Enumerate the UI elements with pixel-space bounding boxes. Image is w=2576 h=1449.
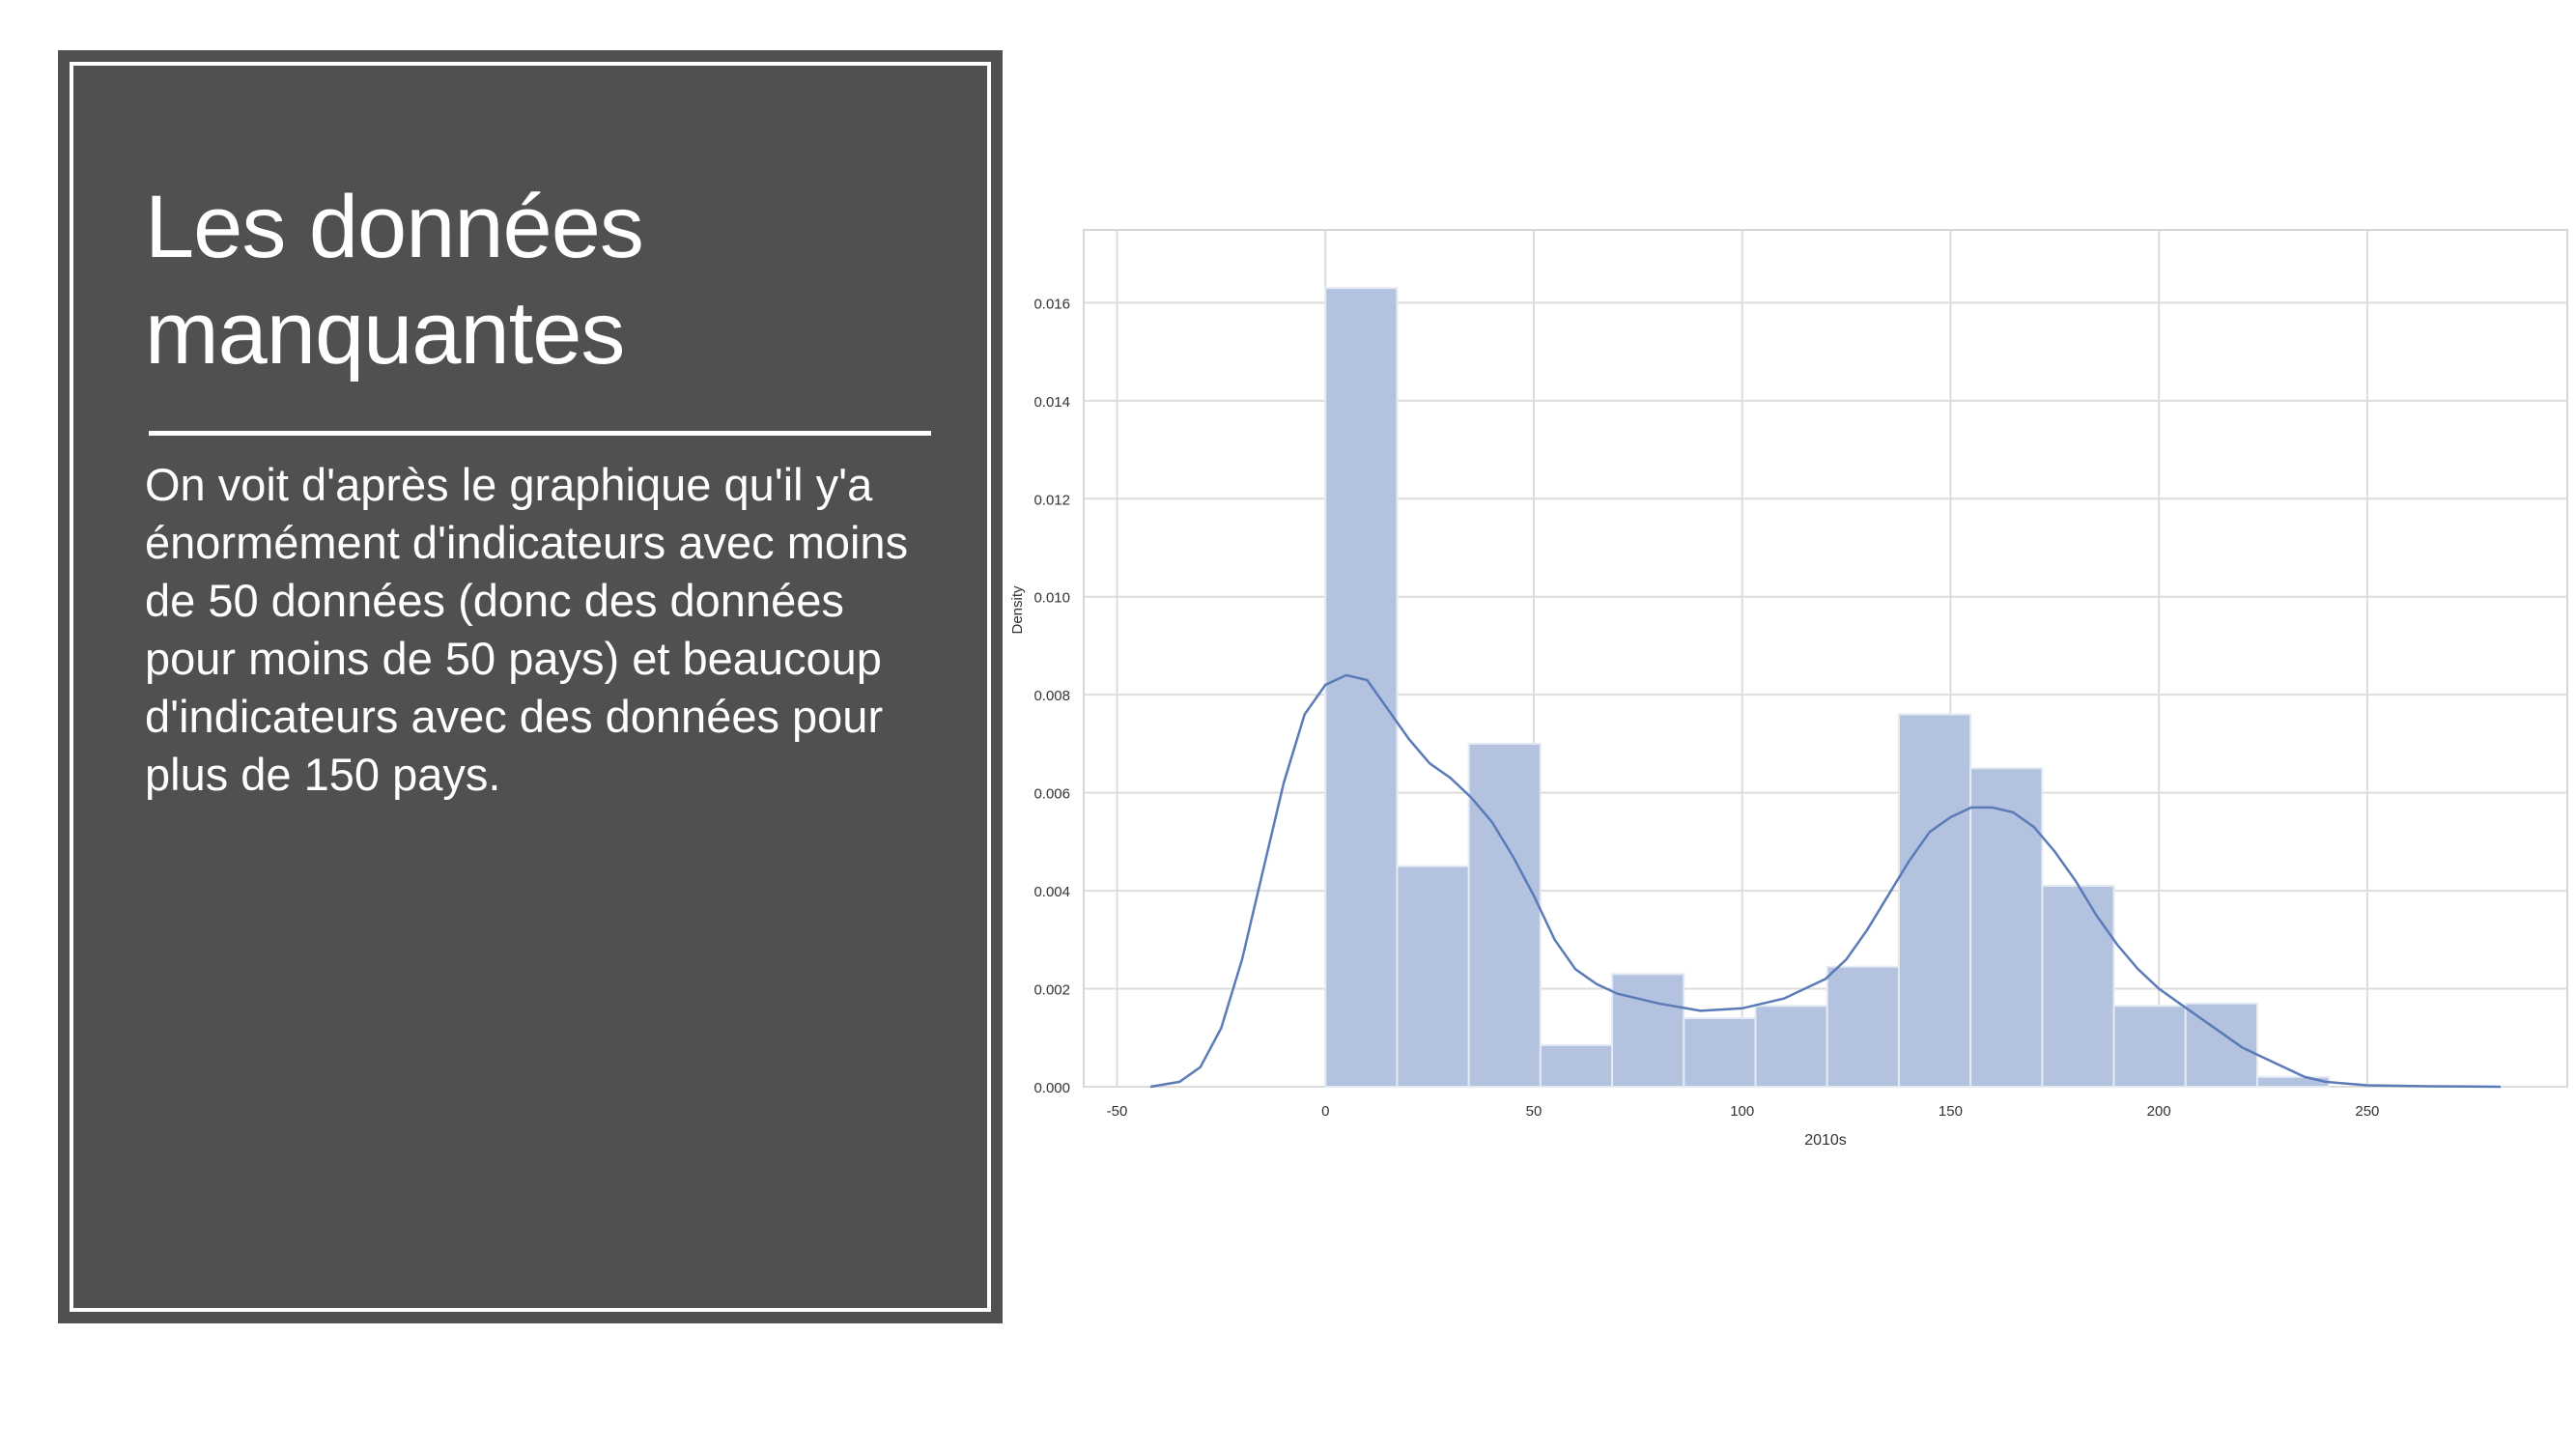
x-tick-label: 50 bbox=[1526, 1103, 1543, 1120]
y-tick-label: 0.006 bbox=[1033, 786, 1070, 803]
histogram-bar bbox=[1467, 742, 1542, 1089]
y-tick-label: 0.002 bbox=[1033, 982, 1070, 999]
histogram-bar bbox=[1969, 767, 2044, 1088]
y-tick-label: 0.000 bbox=[1033, 1080, 1070, 1096]
histogram-bar bbox=[1754, 1005, 1828, 1088]
y-tick-label: 0.004 bbox=[1033, 884, 1070, 900]
chart-container: 0.000 0.002 0.004 0.006 0.008 0.010 0.012 0.014… bbox=[1005, 213, 2576, 1159]
histogram-bar bbox=[1897, 713, 1972, 1088]
y-axis-label: Density bbox=[1009, 585, 1026, 635]
x-tick-label: 0 bbox=[1321, 1103, 1329, 1120]
histogram-bar bbox=[1683, 1016, 1757, 1088]
histogram-bar bbox=[1539, 1043, 1614, 1089]
y-tick-label: 0.010 bbox=[1033, 590, 1070, 607]
y-tick-label: 0.016 bbox=[1033, 296, 1070, 312]
histogram-bar bbox=[2112, 1005, 2187, 1088]
title-panel bbox=[58, 50, 1003, 1323]
y-tick-label: 0.008 bbox=[1033, 688, 1070, 704]
histogram-bar bbox=[2041, 885, 2115, 1088]
histogram-bar bbox=[1826, 965, 1900, 1089]
y-tick-label: 0.014 bbox=[1033, 394, 1070, 411]
x-tick-label: 200 bbox=[2147, 1103, 2171, 1120]
title-divider bbox=[149, 431, 931, 436]
x-tick-label: -50 bbox=[1107, 1103, 1128, 1120]
histogram-bar bbox=[1611, 973, 1685, 1088]
kde-curve bbox=[1149, 673, 2502, 1089]
x-tick-label: 100 bbox=[1730, 1103, 1754, 1120]
histogram-bar bbox=[1396, 865, 1470, 1089]
histogram-bar bbox=[1324, 287, 1399, 1089]
slide-title: Les données manquantes bbox=[145, 178, 644, 383]
x-axis-label: 2010s bbox=[1804, 1132, 1847, 1149]
title-panel-frame bbox=[70, 62, 991, 1312]
density-histogram-chart: 0.000 0.002 0.004 0.006 0.008 0.010 0.012 0.014… bbox=[1009, 229, 2568, 1149]
y-tick-label: 0.012 bbox=[1033, 492, 1070, 508]
x-tick-label: 250 bbox=[2355, 1103, 2379, 1120]
x-tick-label: 150 bbox=[1939, 1103, 1963, 1120]
histogram-bar bbox=[2255, 1075, 2331, 1089]
plot-frame bbox=[1083, 229, 2568, 1088]
slide-body: On voit d'après le graphique qu'il y'a é… bbox=[145, 459, 909, 800]
